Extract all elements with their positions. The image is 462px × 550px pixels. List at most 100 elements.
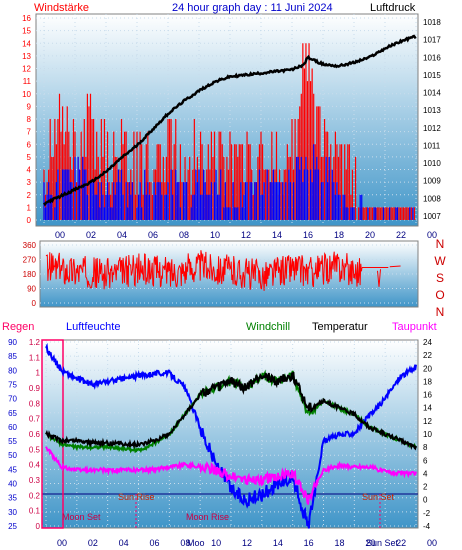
wind-tick-label: 5	[27, 153, 32, 162]
temperature-tick-label: 8	[423, 443, 428, 452]
hour-tick-label: 18	[334, 230, 344, 240]
temperature-tick-label: 18	[423, 377, 432, 386]
moon-short-label: Moo	[187, 538, 205, 548]
hour-tick-label: 00	[427, 230, 437, 240]
hour-tick-label: 00	[57, 538, 67, 548]
pressure-tick-label: 1013	[423, 106, 441, 115]
rain-tick-label: 0.6	[29, 430, 41, 439]
rain-tick-label: 0.4	[29, 461, 41, 470]
rain-tick-label: 0.9	[29, 384, 41, 393]
temperature-tick-label: 2	[423, 483, 428, 492]
pressure-tick-label: 1018	[423, 18, 441, 27]
pressure-axis-ticks: 1007 1008 1009 1010 1011 1012 1013 1014 1015 1016…	[423, 18, 441, 221]
wind-direction-line	[45, 250, 401, 291]
temperature-tick-label: 12	[423, 417, 432, 426]
rain-tick-label: 0.5	[29, 445, 41, 454]
wind-tick-label: 7	[27, 128, 32, 137]
temperature-tick-label: -2	[423, 509, 431, 518]
hour-tick-label: 10	[210, 230, 220, 240]
humidity-tick-label: 50	[8, 451, 17, 460]
humidity-series	[45, 342, 417, 529]
hour-tick-label: 08	[179, 230, 189, 240]
rain-tick-label: 0	[36, 522, 41, 531]
pressure-tick-label: 1015	[423, 71, 441, 80]
wind-tick-label: 15	[22, 27, 31, 36]
hour-tick-label: 20	[365, 538, 375, 548]
pressure-tick-label: 1016	[423, 53, 441, 62]
hour-tick-label: 00	[55, 230, 65, 240]
humidity-tick-label: 35	[8, 494, 17, 503]
pressure-tick-label: 1008	[423, 194, 441, 203]
humidity-tick-label: 80	[8, 366, 17, 375]
wind-tick-label: 16	[22, 14, 31, 23]
hour-tick-label: 04	[117, 230, 127, 240]
humidity-tick-label: 30	[8, 508, 17, 517]
sun-short-label: Sun Set	[366, 538, 399, 548]
pressure-tick-label: 1011	[423, 141, 441, 150]
hour-tick-label: 06	[148, 230, 158, 240]
wind-tick-label: 14	[22, 39, 31, 48]
hour-tick-label: 08	[180, 538, 190, 548]
temperature-line	[45, 371, 417, 451]
pressure-tick-label: 1007	[423, 212, 441, 221]
compass-label: N	[436, 305, 445, 319]
pressure-tick-label: 1010	[423, 159, 441, 168]
direction-tick-label: 270	[23, 256, 37, 265]
hour-tick-label: 22	[396, 230, 406, 240]
direction-tick-label: 0	[32, 299, 37, 308]
humidity-tick-label: 40	[8, 480, 17, 489]
moon-rise-label: Moon Rise	[186, 512, 229, 522]
sun-rise-label: Sun Rise	[118, 492, 155, 502]
hour-tick-label: 14	[272, 230, 282, 240]
temperature-tick-label: 10	[423, 430, 432, 439]
compass-label: O	[435, 288, 444, 302]
hour-tick-label: 16	[304, 538, 314, 548]
wind-tick-label: 9	[27, 102, 32, 111]
temperature-tick-label: 16	[423, 391, 432, 400]
wind-direction-series	[45, 250, 363, 291]
compass-label: W	[434, 254, 446, 268]
temperature-tick-label: 20	[423, 364, 432, 373]
hour-tick-label: 16	[303, 230, 313, 240]
rain-tick-label: 1.2	[29, 338, 41, 347]
temperature-series	[45, 371, 417, 451]
hour-tick-label: 10	[211, 538, 221, 548]
pressure-tick-label: 1017	[423, 36, 441, 45]
wind-direction-axis-ticks: 0 90 180 270 360	[23, 241, 37, 308]
rain-axis-ticks: 0 0.1 0.2 0.3 0.4 0.5 0.6 0.7 0.8 0.9 1 1.1 1.2	[29, 338, 41, 531]
compass-label: S	[436, 271, 444, 285]
wind-tick-label: 10	[22, 90, 31, 99]
rain-tick-label: 1.1	[29, 353, 41, 362]
wind-tick-label: 4	[27, 166, 32, 175]
legend-windchill: Windchill	[246, 321, 290, 333]
right-title: Luftdruck	[370, 2, 416, 14]
wind-tick-label: 3	[27, 178, 32, 187]
hour-tick-label: 18	[334, 538, 344, 548]
pressure-tick-label: 1012	[423, 124, 441, 133]
legend-humidity: Luftfeuchte	[66, 321, 120, 333]
pressure-tick-label: 1014	[423, 89, 441, 98]
pressure-series	[42, 34, 417, 207]
wind-hour-axis-ticks: 00 02 04 06 08 10 12 14 16 18 20 22 00	[55, 230, 437, 240]
wind-tick-label: 2	[27, 191, 32, 200]
hour-tick-label: 12	[241, 230, 251, 240]
temperature-tick-label: 24	[423, 338, 432, 347]
humidity-tick-label: 25	[8, 522, 17, 531]
center-title: 24 hour graph day : 11 Juni 2024	[172, 2, 333, 14]
wind-tick-label: 0	[27, 216, 32, 225]
legend-dewpoint: Taupunkt	[392, 321, 437, 333]
left-title: Windstärke	[34, 2, 89, 14]
wind-direction-series-tail	[362, 265, 401, 287]
wind-tick-label: 1	[27, 203, 32, 212]
temperature-tick-label: 4	[423, 469, 428, 478]
rain-tick-label: 0.3	[29, 476, 41, 485]
direction-tick-label: 180	[23, 270, 37, 279]
rain-tick-label: 0.1	[29, 507, 41, 516]
humidity-axis-ticks: 25 30 35 40 45 50 55 60 65 70 75 80 85 90	[8, 338, 17, 531]
climate-plot-area	[41, 339, 419, 529]
climate-panel: Sun Rise Sun Set Moon Set Moon Rise 25 30…	[8, 338, 437, 548]
hour-tick-label: 00	[427, 538, 437, 548]
legend-rain: Regen	[2, 321, 34, 333]
